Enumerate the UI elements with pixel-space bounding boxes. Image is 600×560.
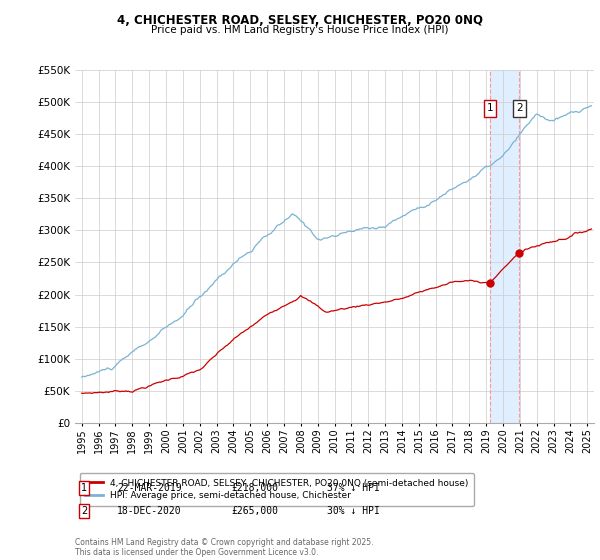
Text: Contains HM Land Registry data © Crown copyright and database right 2025.
This d: Contains HM Land Registry data © Crown c… (75, 538, 373, 557)
Text: 18-DEC-2020: 18-DEC-2020 (117, 506, 182, 516)
Text: 1: 1 (487, 104, 493, 114)
Legend: 4, CHICHESTER ROAD, SELSEY, CHICHESTER, PO20 0NQ (semi-detached house), HPI: Ave: 4, CHICHESTER ROAD, SELSEY, CHICHESTER, … (80, 473, 474, 506)
Text: £218,000: £218,000 (231, 483, 278, 493)
Text: 30% ↓ HPI: 30% ↓ HPI (327, 506, 380, 516)
Text: 2: 2 (81, 506, 87, 516)
Text: 4, CHICHESTER ROAD, SELSEY, CHICHESTER, PO20 0NQ: 4, CHICHESTER ROAD, SELSEY, CHICHESTER, … (117, 14, 483, 27)
Text: 2: 2 (516, 104, 523, 114)
Text: £265,000: £265,000 (231, 506, 278, 516)
Text: 22-MAR-2019: 22-MAR-2019 (117, 483, 182, 493)
Text: Price paid vs. HM Land Registry's House Price Index (HPI): Price paid vs. HM Land Registry's House … (151, 25, 449, 35)
Bar (490, 70, 519, 423)
Text: 1: 1 (81, 483, 87, 493)
Text: 37% ↓ HPI: 37% ↓ HPI (327, 483, 380, 493)
